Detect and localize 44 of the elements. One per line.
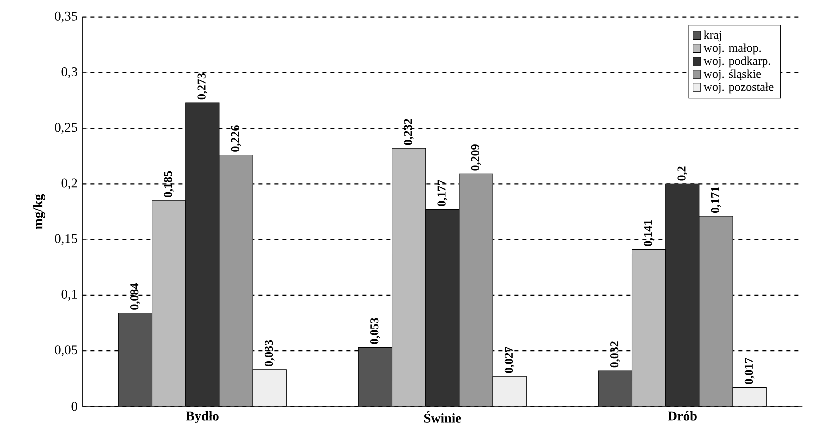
data-label: 0,033: [264, 340, 275, 367]
bar: [732, 387, 767, 407]
bar: [253, 370, 287, 407]
data-label: 0,273: [198, 73, 208, 100]
data-label: 0,2: [678, 166, 688, 181]
legend-label: woj. pozostałe: [704, 82, 774, 94]
data-label: 0,226: [231, 126, 242, 152]
y-axis-title: mg/kg: [33, 194, 46, 230]
bar: [493, 376, 527, 407]
legend-label: woj. małop.: [704, 44, 762, 55]
x-tick-label: Świnie: [424, 411, 462, 423]
y-tick-label: 0,25: [55, 123, 78, 134]
data-label: 0,209: [471, 144, 482, 171]
data-label: 0,232: [404, 119, 414, 146]
data-label: 0,141: [644, 220, 654, 246]
y-tick-label: 0,05: [55, 346, 78, 356]
data-label: 0,017: [744, 358, 755, 384]
bar: [358, 348, 392, 407]
data-label: 0,084: [130, 284, 140, 310]
data-label: 0,171: [711, 187, 722, 214]
y-tick-label: 0,3: [62, 67, 78, 78]
y-tick-label: 0: [72, 402, 78, 412]
bar: [632, 250, 666, 407]
bar: [459, 174, 494, 407]
x-tick-label: Drób: [668, 411, 697, 421]
x-tick-label: Bydło: [186, 411, 219, 424]
bar: [219, 155, 254, 407]
data-label: 0,185: [164, 171, 174, 198]
bar: [699, 216, 734, 407]
y-tick-label: 0,1: [62, 290, 78, 301]
data-label: 0,027: [504, 346, 515, 374]
y-tick-label: 0,2: [62, 178, 78, 190]
bar: [598, 370, 633, 407]
legend-label: kraj: [704, 30, 722, 42]
data-label: 0,177: [438, 180, 448, 206]
legend-label: woj. podkarp.: [704, 56, 770, 68]
y-tick-label: 0,35: [55, 12, 78, 23]
bar: [152, 200, 186, 407]
data-label: 0,032: [610, 342, 620, 368]
y-tick-label: 0,15: [55, 234, 78, 246]
data-label: 0,053: [370, 318, 380, 344]
bar: [392, 148, 426, 407]
bar: [118, 313, 152, 407]
legend-label: woj. śląskie: [704, 70, 762, 81]
